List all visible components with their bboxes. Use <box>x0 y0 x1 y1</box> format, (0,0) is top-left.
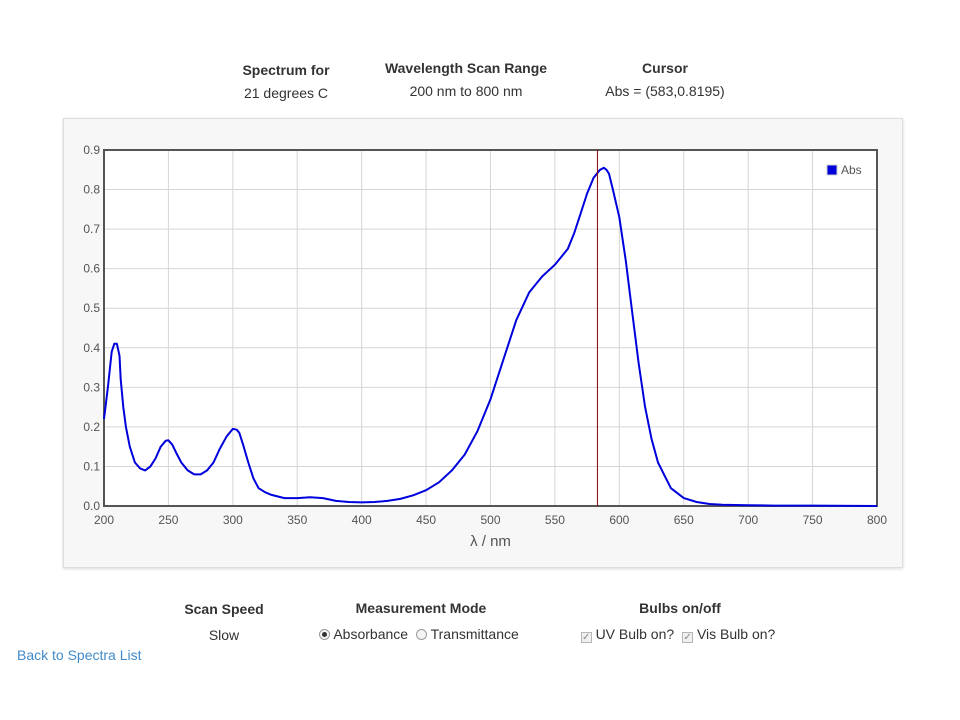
y-tick-label: 0.9 <box>83 143 100 157</box>
spectrum-chart[interactable]: 0.0 0.1 0.2 0.3 0.4 0.5 0.6 0.7 0.8 0.9 200 250 300… <box>64 119 902 567</box>
gridlines <box>104 150 877 506</box>
legend: Abs <box>826 163 862 177</box>
cursor-title: Cursor <box>642 60 688 76</box>
x-tick-label: 250 <box>158 513 178 527</box>
cursor-value: Abs = (583,0.8195) <box>605 83 725 99</box>
scan-speed-title: Scan Speed <box>184 601 264 617</box>
bulbs-options: ✓ UV Bulb on? ✓ Vis Bulb on? <box>560 626 800 643</box>
bulbs-title: Bulbs on/off <box>639 600 721 616</box>
spectrum-value: 21 degrees C <box>243 85 329 101</box>
measurement-mode-options: Absorbance Transmittance <box>300 626 542 642</box>
y-tick-label: 0.2 <box>83 420 100 434</box>
scan-range-title: Wavelength Scan Range <box>384 60 548 76</box>
x-tick-label: 600 <box>609 513 629 527</box>
uv-bulb-label[interactable]: UV Bulb on? <box>595 626 675 642</box>
x-tick-label: 800 <box>867 513 887 527</box>
chart-panel: 0.0 0.1 0.2 0.3 0.4 0.5 0.6 0.7 0.8 0.9 200 250 300… <box>63 118 903 568</box>
cursor-info: Cursor Abs = (583,0.8195) <box>590 60 740 99</box>
scan-range-info: Wavelength Scan Range 200 nm to 800 nm <box>371 60 561 99</box>
y-tick-label: 0.7 <box>83 222 100 236</box>
y-tick-label: 0.1 <box>83 459 100 473</box>
x-tick-label: 650 <box>674 513 694 527</box>
x-tick-label: 350 <box>287 513 307 527</box>
x-tick-label: 750 <box>803 513 823 527</box>
x-tick-label: 200 <box>94 513 114 527</box>
back-to-spectra-list-link[interactable]: Back to Spectra List <box>17 647 142 663</box>
y-axis: 0.0 0.1 0.2 0.3 0.4 0.5 0.6 0.7 0.8 0.9 <box>83 143 100 513</box>
x-tick-label: 300 <box>223 513 243 527</box>
y-tick-label: 0.4 <box>83 341 100 355</box>
scan-range-value: 200 nm to 800 nm <box>409 83 523 99</box>
y-tick-label: 0.3 <box>83 380 100 394</box>
series-layer <box>103 166 878 507</box>
x-tick-label: 500 <box>480 513 500 527</box>
x-axis-label: λ / nm <box>470 533 511 550</box>
transmittance-label[interactable]: Transmittance <box>430 626 519 642</box>
measurement-mode-section: Measurement Mode Absorbance Transmittanc… <box>300 600 542 642</box>
measurement-mode-title: Measurement Mode <box>355 600 487 616</box>
spectrum-info: Spectrum for 21 degrees C <box>226 62 346 101</box>
transmittance-radio[interactable] <box>415 629 427 640</box>
x-tick-label: 700 <box>738 513 758 527</box>
y-tick-label: 0.0 <box>83 499 100 513</box>
scan-speed-section: Scan Speed Slow <box>170 601 278 643</box>
absorbance-label[interactable]: Absorbance <box>333 626 409 642</box>
spectrum-title: Spectrum for <box>242 62 330 78</box>
y-tick-label: 0.6 <box>83 262 100 276</box>
legend-swatch-abs <box>826 164 838 176</box>
y-tick-label: 0.8 <box>83 183 100 197</box>
scan-speed-value: Slow <box>208 627 240 643</box>
series-line-abs <box>103 166 878 507</box>
y-tick-label: 0.5 <box>83 301 100 315</box>
bulbs-section: Bulbs on/off ✓ UV Bulb on? ✓ Vis Bulb on… <box>560 600 800 643</box>
vis-bulb-label[interactable]: Vis Bulb on? <box>696 626 776 642</box>
x-tick-label: 450 <box>416 513 436 527</box>
vis-bulb-checkbox[interactable]: ✓ <box>682 632 694 643</box>
plot-border <box>103 149 878 507</box>
x-tick-label: 550 <box>545 513 565 527</box>
x-axis: 200 250 300 350 400 450 500 550 600 650 700 750 800 <box>94 513 887 527</box>
x-tick-label: 400 <box>352 513 372 527</box>
legend-label-abs: Abs <box>841 163 862 177</box>
absorbance-radio[interactable] <box>319 629 331 640</box>
uv-bulb-checkbox[interactable]: ✓ <box>580 632 592 643</box>
